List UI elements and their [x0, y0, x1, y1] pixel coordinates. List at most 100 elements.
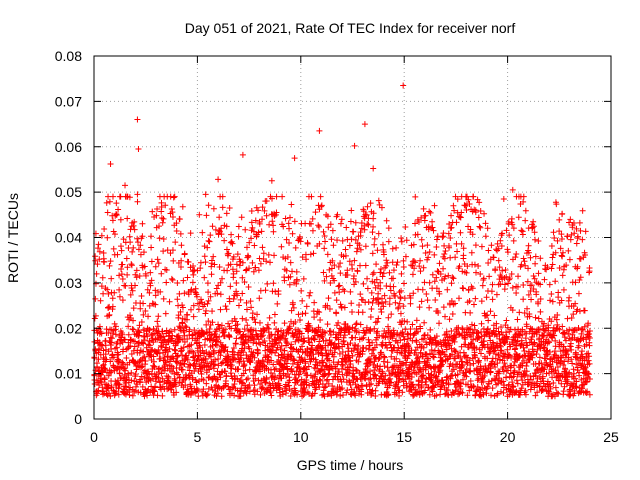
data-point — [454, 248, 461, 255]
data-point — [217, 306, 224, 313]
y-axis-label: ROTI / TECUs — [5, 193, 21, 283]
data-point — [394, 383, 401, 390]
data-point — [433, 392, 440, 399]
data-point — [573, 361, 580, 368]
data-point — [390, 366, 397, 373]
data-point — [264, 321, 271, 328]
data-point — [250, 268, 257, 275]
data-point — [215, 355, 222, 362]
data-point — [296, 371, 303, 378]
data-point — [205, 318, 212, 325]
data-point — [375, 290, 382, 297]
data-point — [258, 333, 265, 340]
data-point — [530, 273, 537, 280]
data-point — [175, 312, 182, 319]
data-point — [468, 333, 475, 340]
data-point — [558, 236, 565, 243]
data-point — [185, 258, 192, 265]
data-point — [193, 385, 200, 392]
data-point — [451, 207, 458, 214]
data-point — [516, 353, 523, 360]
data-point — [174, 359, 181, 366]
data-point — [568, 356, 575, 363]
data-point — [453, 240, 460, 247]
data-point — [270, 280, 277, 287]
data-point — [556, 216, 563, 223]
data-point — [116, 293, 123, 300]
data-point — [477, 224, 484, 231]
data-point — [213, 342, 220, 349]
data-point — [105, 312, 112, 319]
data-point — [439, 234, 446, 241]
data-point — [243, 351, 250, 358]
data-point — [230, 253, 237, 260]
data-point — [273, 193, 280, 200]
data-point — [174, 333, 181, 340]
data-point — [91, 338, 98, 345]
data-point — [469, 231, 476, 238]
data-point — [395, 344, 402, 351]
data-point — [146, 289, 153, 296]
data-point — [404, 355, 411, 362]
data-point — [467, 378, 474, 385]
data-point — [505, 367, 512, 374]
data-point — [148, 244, 155, 251]
data-point — [572, 279, 579, 286]
data-point — [226, 298, 233, 305]
data-point — [141, 337, 148, 344]
data-point — [320, 387, 327, 394]
data-point — [541, 366, 548, 373]
data-point — [477, 270, 484, 277]
data-point — [478, 298, 485, 305]
data-point — [420, 372, 427, 379]
data-point — [234, 251, 241, 258]
data-point — [327, 221, 334, 228]
data-point — [101, 259, 108, 266]
data-point — [150, 301, 157, 308]
data-point — [444, 356, 451, 363]
data-point — [132, 282, 139, 289]
data-point — [110, 354, 117, 361]
data-point — [573, 384, 580, 391]
data-point — [351, 257, 358, 264]
data-point — [568, 346, 575, 353]
data-point — [486, 273, 493, 280]
data-point — [285, 220, 292, 227]
data-point — [187, 306, 194, 313]
data-point — [537, 255, 544, 262]
data-point — [418, 214, 425, 221]
data-point — [231, 392, 238, 399]
data-point — [384, 359, 391, 366]
data-point — [368, 305, 375, 312]
data-point — [575, 342, 582, 349]
data-point — [355, 329, 362, 336]
data-point — [189, 268, 196, 275]
data-point — [581, 307, 588, 314]
data-point — [428, 340, 435, 347]
data-point — [457, 354, 464, 361]
data-point — [209, 308, 216, 315]
data-point — [525, 242, 532, 249]
data-point — [465, 287, 472, 294]
data-point — [364, 285, 371, 292]
data-point — [191, 288, 198, 295]
data-point — [156, 235, 163, 242]
data-point — [157, 342, 164, 349]
data-point — [425, 355, 432, 362]
data-point — [523, 368, 530, 375]
data-point — [522, 371, 529, 378]
data-point — [287, 273, 294, 280]
data-point — [478, 243, 485, 250]
data-point-notable — [509, 186, 516, 193]
data-point — [281, 347, 288, 354]
data-point — [331, 289, 338, 296]
data-point — [253, 204, 260, 211]
data-point — [229, 266, 236, 273]
data-point — [372, 387, 379, 394]
data-point — [252, 217, 259, 224]
data-point — [501, 281, 508, 288]
data-point — [548, 243, 555, 250]
data-point — [520, 357, 527, 364]
data-point — [380, 251, 387, 258]
data-point — [493, 246, 500, 253]
